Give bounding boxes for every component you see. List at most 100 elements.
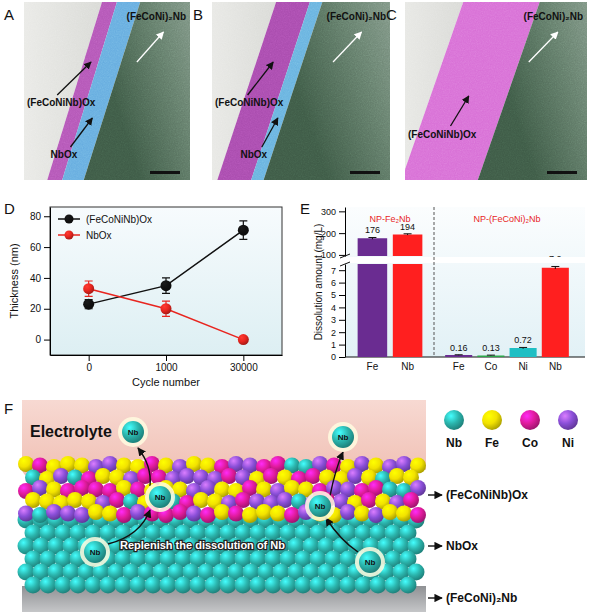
- tick-label: Nb: [401, 361, 414, 372]
- y-axis-title: Dissolution amount (mg/L): [313, 224, 324, 341]
- tick-label: 0: [86, 362, 92, 373]
- plot-area: [358, 234, 569, 357]
- legend-label: Nb: [446, 436, 462, 450]
- tick: 0: [331, 352, 345, 362]
- tick-label: Co: [484, 361, 497, 372]
- tick-mark: [44, 247, 50, 248]
- atom: [200, 507, 216, 523]
- tick-label: 1000: [155, 362, 178, 373]
- ion-label: Nb: [338, 433, 349, 442]
- tick-mark: [339, 357, 345, 358]
- atom: [116, 507, 132, 523]
- legend-label: Ni: [562, 436, 574, 450]
- tick-label: Fe: [453, 361, 465, 372]
- group-separator: [434, 207, 435, 357]
- plot-frame: [50, 207, 282, 355]
- atom: [32, 507, 48, 523]
- tick: Nb: [549, 361, 562, 372]
- ion-glow: [328, 422, 358, 452]
- atom: [109, 492, 125, 508]
- panel-label: F: [4, 400, 13, 417]
- tick-label: 0: [35, 334, 41, 345]
- tick: Ni: [518, 361, 527, 372]
- ion: Nb: [118, 417, 148, 447]
- atom: [310, 577, 327, 594]
- ion-glow: [145, 482, 175, 512]
- atom: [396, 506, 412, 522]
- atom: [305, 468, 321, 484]
- atom: [74, 507, 90, 523]
- tick-mark: [339, 345, 345, 346]
- atom: [46, 504, 62, 520]
- atom: [130, 577, 147, 594]
- legend-marker: [558, 410, 578, 430]
- ion: Nb: [305, 491, 335, 521]
- axis-line: [50, 208, 51, 356]
- atom: [354, 506, 370, 522]
- atom: [18, 506, 34, 522]
- tick-label: 300: [321, 207, 336, 217]
- atom: [145, 577, 162, 594]
- atom: [295, 577, 312, 594]
- marker: [83, 299, 94, 310]
- tick-mark: [339, 211, 345, 212]
- atom: [263, 468, 279, 484]
- atom: [25, 492, 41, 508]
- x-axis-title: Cycle number: [132, 376, 200, 388]
- tem-label: (FeCoNi)₂Nb: [127, 11, 186, 22]
- scale-bar: [547, 171, 577, 174]
- ion-glow: [118, 417, 148, 447]
- atom: [265, 577, 282, 594]
- atom: [193, 492, 209, 508]
- atom: [221, 468, 237, 484]
- atom: [60, 506, 76, 522]
- atom: [284, 507, 300, 523]
- atom: [368, 507, 384, 523]
- tick-mark: [339, 320, 345, 321]
- x-axis: 0100030000: [51, 355, 283, 373]
- y-axis: 020406080: [30, 208, 51, 356]
- tem-label: NbOx: [51, 149, 78, 160]
- ion-label: Nb: [315, 502, 326, 511]
- tick: 7: [331, 266, 345, 276]
- atom: [242, 507, 258, 523]
- tick-label: 60: [30, 242, 42, 253]
- data-label: 0.13: [482, 343, 500, 353]
- atom: [53, 468, 69, 484]
- tick-mark: [339, 255, 345, 256]
- tick-label: 1: [331, 340, 336, 350]
- mixed-oxide-layer: [18, 456, 426, 523]
- legend-marker: [65, 231, 74, 240]
- tick-label: 80: [30, 211, 42, 222]
- tem-image: [24, 2, 190, 180]
- data-label: 0.72: [514, 335, 532, 345]
- tick-label: Nb: [549, 361, 562, 372]
- tick: 4: [331, 303, 345, 313]
- atom: [220, 577, 237, 594]
- panel-label: D: [4, 200, 15, 217]
- tick-mark: [339, 295, 345, 296]
- tem-image: [212, 2, 390, 180]
- electrolyte-label: Electrolyte: [30, 423, 112, 440]
- x-axis: Fe Co Ni Nb: [453, 361, 562, 372]
- atom: [235, 577, 252, 594]
- atom: [370, 577, 387, 594]
- legend-item: (FeCoNiNb)Ox: [58, 214, 152, 225]
- ion-ball: [332, 426, 354, 448]
- tick-mark: [44, 309, 50, 310]
- atom: [85, 577, 102, 594]
- tem-grain: [212, 2, 390, 180]
- atom: [18, 456, 34, 472]
- label-arrow: [428, 597, 442, 598]
- ion: Nb: [328, 422, 358, 452]
- error-bar: [519, 347, 527, 348]
- ion-ball: [359, 551, 381, 573]
- panel-label: B: [193, 6, 203, 23]
- tick-mark: [44, 340, 50, 341]
- tick: 3: [331, 315, 345, 325]
- label-arrow: [57, 62, 91, 95]
- tick: 80: [30, 211, 50, 222]
- axis-line: [345, 208, 346, 257]
- figure: A(FeCoNi)₂Nb(FeCoNiNb)OxNbOxB(FeCoNi)₂Nb…: [0, 0, 596, 612]
- ion-ball: [122, 421, 144, 443]
